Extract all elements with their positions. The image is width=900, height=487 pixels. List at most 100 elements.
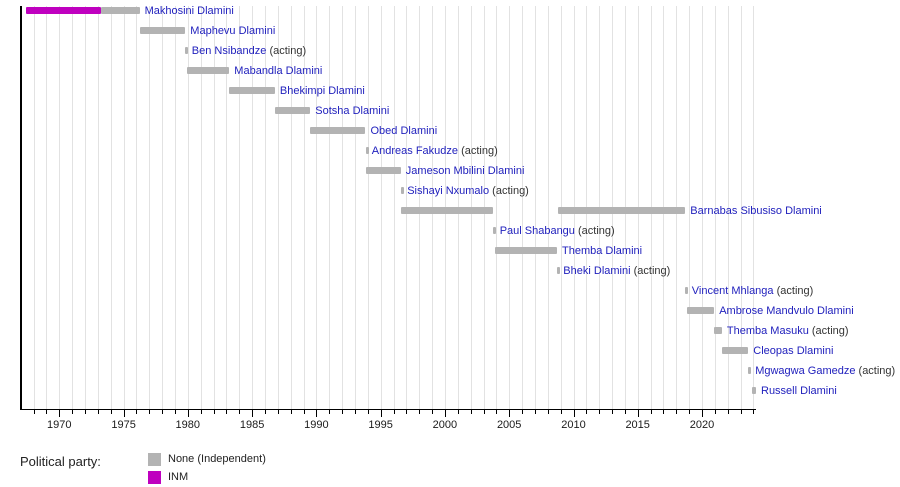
- term-bar-segment: [365, 167, 401, 174]
- term-bar-segment: [558, 207, 686, 214]
- axis-minor-tick: [303, 410, 305, 414]
- year-gridline: [277, 6, 279, 409]
- legend-entry-label: INM: [168, 471, 189, 483]
- year-gridline: [740, 6, 742, 409]
- axis-minor-tick: [226, 410, 228, 414]
- axis-minor-tick: [265, 410, 266, 414]
- axis-minor-tick: [367, 410, 369, 414]
- axis-minor-tick: [85, 410, 86, 414]
- timeline-row-label: Cleopas Dlamini: [753, 344, 833, 358]
- year-gridline: [110, 6, 112, 409]
- person-name-link[interactable]: Ambrose Mandvulo Dlamini: [719, 304, 854, 317]
- axis-minor-tick: [496, 410, 498, 414]
- person-name-link[interactable]: Ben Nsibandze: [191, 44, 267, 57]
- axis-minor-tick: [753, 410, 755, 414]
- term-bar-segment: [229, 87, 275, 94]
- person-name-link[interactable]: Cleopas Dlamini: [753, 344, 834, 357]
- timeline-row-label: Jameson Mbilini Dlamini: [406, 164, 525, 178]
- axis-minor-tick: [162, 410, 164, 414]
- axis-minor-tick: [560, 410, 562, 414]
- year-gridline: [714, 6, 716, 409]
- timeline-row-label: Vincent Mhlanga (acting): [692, 284, 814, 298]
- timeline-row-label: Ambrose Mandvulo Dlamini: [719, 304, 854, 318]
- axis-minor-tick: [329, 410, 331, 414]
- axis-minor-tick: [714, 410, 716, 414]
- person-name-link[interactable]: Bhekimpi Dlamini: [279, 84, 365, 97]
- axis-year-label: 2020: [689, 419, 715, 431]
- axis-major-tick: [444, 410, 446, 417]
- year-gridline: [329, 6, 331, 409]
- person-name-link[interactable]: Vincent Mhlanga: [691, 284, 774, 297]
- term-bar-segment: [685, 287, 689, 294]
- term-bar-segment: [493, 227, 497, 234]
- year-gridline: [367, 6, 369, 409]
- axis-major-tick: [573, 410, 575, 417]
- acting-suffix: (acting): [855, 364, 896, 377]
- term-bar-segment: [25, 7, 102, 14]
- axis-minor-tick: [534, 410, 536, 414]
- person-name-link[interactable]: Bheki Dlamini: [563, 264, 631, 277]
- year-gridline: [753, 6, 755, 409]
- axis-year-label: 1970: [47, 419, 72, 431]
- year-gridline: [59, 6, 61, 409]
- year-gridline: [534, 6, 536, 409]
- legend-entry-label: None (Independent): [168, 453, 266, 465]
- term-bar-segment: [751, 387, 756, 394]
- person-name-link[interactable]: Obed Dlamini: [370, 124, 438, 137]
- person-name-link[interactable]: Barnabas Sibusiso Dlamini: [690, 204, 822, 217]
- year-gridline: [496, 6, 498, 409]
- legend-swatch-inm: [148, 471, 161, 484]
- person-name-link[interactable]: Mabandla Dlamini: [234, 64, 323, 77]
- timeline-row-label: Russell Dlamini: [761, 384, 837, 398]
- term-bar-segment: [748, 367, 752, 374]
- timeline-row-label: Mgwagwa Gamedze (acting): [755, 364, 895, 378]
- x-axis: 1970 1975 1980 1985 1990 1995 2000 2005 2010 2015…: [22, 410, 756, 440]
- axis-major-tick: [316, 410, 318, 417]
- person-name-link[interactable]: Maphevu Dlamini: [190, 24, 276, 37]
- person-name-link[interactable]: Themba Masuku: [726, 324, 809, 337]
- year-gridline: [316, 6, 318, 409]
- year-gridline: [85, 6, 86, 409]
- axis-minor-tick: [419, 410, 421, 414]
- term-bar-segment: [721, 347, 749, 354]
- term-bar-segment: [139, 27, 186, 34]
- axis-minor-tick: [149, 410, 151, 414]
- year-gridline: [123, 6, 125, 409]
- person-name-link[interactable]: Jameson Mbilini Dlamini: [405, 164, 525, 177]
- axis-minor-tick: [290, 410, 292, 414]
- axis-minor-tick: [213, 410, 215, 414]
- axis-minor-tick: [727, 410, 729, 414]
- legend-title: Political party:: [20, 454, 101, 469]
- person-name-link[interactable]: Themba Dlamini: [562, 244, 643, 257]
- term-bar-segment: [101, 7, 140, 14]
- axis-year-label: 2005: [496, 419, 522, 431]
- person-name-link[interactable]: Russell Dlamini: [761, 384, 837, 397]
- year-gridline: [162, 6, 164, 409]
- year-gridline: [702, 6, 703, 409]
- term-bar-segment: [186, 67, 230, 74]
- axis-minor-tick: [624, 410, 626, 414]
- acting-suffix: (acting): [574, 224, 615, 237]
- person-name-link[interactable]: Mgwagwa Gamedze: [755, 364, 856, 377]
- timeline-row-label: Barnabas Sibusiso Dlamini: [690, 204, 821, 218]
- term-bar-segment: [557, 267, 560, 274]
- year-gridline: [213, 6, 215, 409]
- person-name-link[interactable]: Makhosini Dlamini: [144, 4, 234, 17]
- timeline-row-label: Ben Nsibandze (acting): [192, 44, 306, 58]
- axis-minor-tick: [136, 410, 138, 414]
- timeline-row-label: Themba Dlamini: [562, 244, 642, 258]
- year-gridline: [547, 6, 549, 409]
- axis-minor-tick: [689, 410, 691, 414]
- year-gridline: [727, 6, 729, 409]
- person-name-link[interactable]: Andreas Fakudze: [371, 144, 459, 157]
- timeline-row-label: Themba Masuku (acting): [727, 324, 849, 338]
- acting-suffix: (acting): [266, 44, 307, 57]
- axis-minor-tick: [676, 410, 678, 414]
- person-name-link[interactable]: Sishayi Nxumalo: [407, 184, 490, 197]
- person-name-link[interactable]: Paul Shabangu: [499, 224, 575, 237]
- timeline-row-label: Sotsha Dlamini: [315, 104, 389, 118]
- year-gridline: [187, 6, 189, 409]
- year-gridline: [342, 6, 344, 409]
- person-name-link[interactable]: Sotsha Dlamini: [315, 104, 390, 117]
- year-gridline: [509, 6, 511, 409]
